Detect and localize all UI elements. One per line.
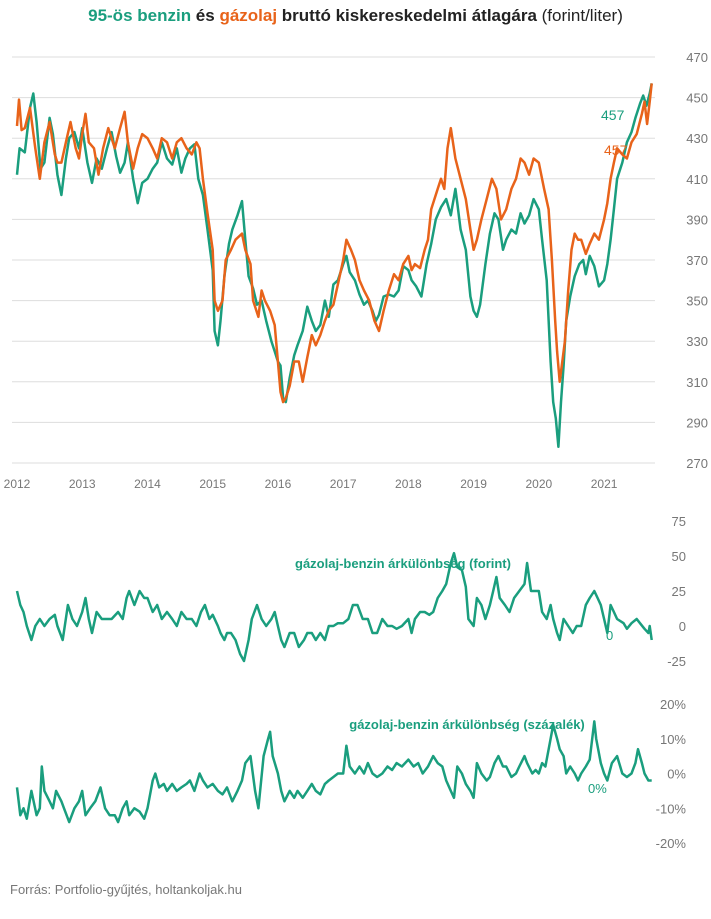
percent-diff-series-line — [15, 720, 652, 824]
x-tick-label: 2018 — [395, 477, 422, 491]
x-tick-label: 2017 — [330, 477, 357, 491]
x-tick-label: 2014 — [134, 477, 161, 491]
y-tick-label: 370 — [686, 253, 708, 268]
x-tick-label: 2021 — [591, 477, 618, 491]
y-tick-label: -10% — [656, 801, 687, 816]
y-tick-label: 10% — [660, 732, 686, 747]
y-tick-label: -20% — [656, 836, 687, 851]
chart-title: 95-ös benzin és gázolaj bruttó kiskeresk… — [0, 6, 711, 26]
percent-diff-y-axis: -20% -10% 0% 10% 20% — [656, 697, 687, 851]
forint-diff-end-label: 0 — [606, 628, 613, 643]
forint-diff-title: gázolaj-benzin árkülönbség (forint) — [295, 556, 511, 571]
y-tick-label: 50 — [672, 549, 686, 564]
x-tick-label: 2019 — [460, 477, 487, 491]
gazolaj-series-line — [15, 83, 653, 404]
y-tick-label: 430 — [686, 131, 708, 146]
source-note: Forrás: Portfolio-gyűjtés, holtankoljak.… — [10, 882, 242, 897]
main-chart-lines — [15, 83, 653, 449]
y-tick-label: -25 — [667, 654, 686, 669]
y-tick-label: 390 — [686, 212, 708, 227]
main-chart-x-axis: 2012 2013 2014 2015 2016 2017 2018 2019 2020 2021 — [4, 477, 618, 491]
y-tick-label: 450 — [686, 91, 708, 106]
y-tick-label: 350 — [686, 294, 708, 309]
y-tick-label: 290 — [686, 415, 708, 430]
percent-diff-title: gázolaj-benzin árkülönbség (százalék) — [349, 717, 585, 732]
main-chart-y-axis: 270 290 310 330 350 370 390 410 430 450 470 — [686, 50, 708, 471]
x-tick-label: 2020 — [525, 477, 552, 491]
y-tick-label: 310 — [686, 375, 708, 390]
y-tick-label: 25 — [672, 584, 686, 599]
y-tick-label: 0 — [679, 619, 686, 634]
x-tick-label: 2012 — [4, 477, 31, 491]
percent-diff-end-label: 0% — [588, 781, 607, 796]
y-tick-label: 330 — [686, 334, 708, 349]
title-gazolaj: gázolaj — [219, 6, 278, 25]
y-tick-label: 410 — [686, 172, 708, 187]
x-tick-label: 2013 — [69, 477, 96, 491]
y-tick-label: 75 — [672, 514, 686, 529]
x-tick-label: 2015 — [199, 477, 226, 491]
main-chart-gridlines — [12, 56, 655, 464]
title-rest: bruttó kiskereskedelmi átlagára — [277, 6, 537, 25]
forint-diff-line — [15, 551, 653, 663]
y-tick-label: 470 — [686, 50, 708, 65]
y-tick-label: 0% — [667, 767, 686, 782]
y-tick-label: 270 — [686, 456, 708, 471]
percent-diff-line — [15, 720, 652, 824]
forint-diff-series-line — [15, 551, 653, 663]
title-unit: (forint/liter) — [536, 6, 623, 25]
title-and: és — [191, 6, 220, 25]
forint-diff-y-axis: -25 0 25 50 75 — [667, 514, 686, 669]
gazolaj-end-label: 457 — [604, 142, 628, 158]
benzin-end-label: 457 — [601, 107, 625, 123]
y-tick-label: 20% — [660, 697, 686, 712]
x-tick-label: 2016 — [265, 477, 292, 491]
title-benzin: 95-ös benzin — [88, 6, 192, 25]
